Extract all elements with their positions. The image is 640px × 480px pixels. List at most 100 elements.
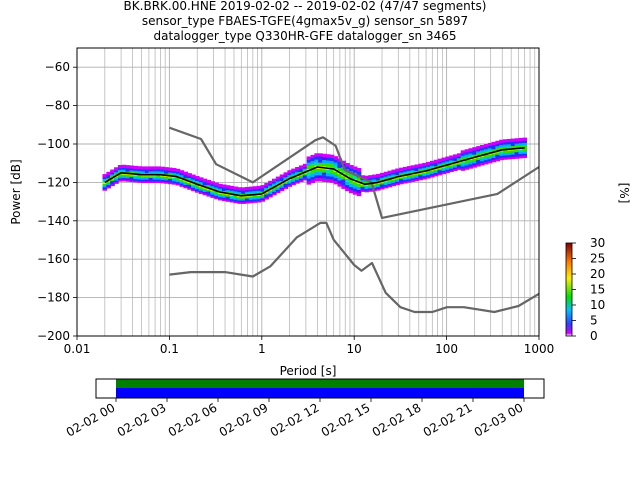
density-cell	[522, 139, 527, 143]
density-cell	[510, 151, 516, 155]
density-cell	[167, 179, 173, 183]
density-cell	[214, 196, 219, 200]
density-cell	[406, 177, 412, 182]
density-cell	[437, 170, 443, 174]
density-cell	[310, 179, 316, 184]
density-cell	[171, 179, 177, 183]
density-cell	[117, 164, 123, 169]
density-cell	[291, 180, 296, 184]
density-cell	[395, 170, 400, 174]
density-cell	[137, 179, 142, 183]
density-cell	[453, 157, 458, 161]
density-cell	[503, 141, 508, 145]
density-cell	[125, 165, 131, 169]
density-cell	[349, 174, 354, 178]
density-cell	[194, 189, 200, 193]
density-cell	[295, 177, 300, 181]
density-cell	[510, 138, 516, 142]
availability-tick-label: 02-02 18	[370, 400, 424, 439]
density-cell	[252, 194, 258, 198]
density-cell	[221, 194, 227, 198]
density-cell	[376, 178, 381, 183]
density-cell	[218, 185, 223, 189]
density-cell	[341, 179, 346, 183]
density-cell	[171, 169, 177, 173]
density-cell	[476, 146, 481, 150]
density-cell	[214, 187, 219, 191]
density-cell	[137, 169, 142, 173]
density-cell	[202, 190, 208, 194]
density-cell	[383, 176, 389, 181]
density-cell	[160, 180, 165, 184]
density-cell	[114, 167, 119, 171]
density-cell	[410, 170, 416, 174]
density-cell	[352, 175, 358, 180]
density-cell	[279, 182, 285, 187]
density-cell	[183, 185, 189, 189]
density-cell	[256, 187, 262, 191]
density-cell	[472, 162, 477, 166]
density-cell	[495, 155, 501, 160]
density-cell	[433, 163, 439, 167]
density-cell	[387, 175, 393, 179]
density-cell	[191, 188, 196, 192]
density-cell	[298, 170, 304, 174]
density-cell	[379, 174, 385, 178]
availability-tick-label: 02-02 21	[421, 400, 475, 439]
density-cell	[356, 189, 362, 194]
density-cell	[210, 184, 215, 188]
density-cell	[376, 173, 381, 178]
density-cell	[106, 171, 111, 176]
density-cell	[187, 174, 192, 179]
density-cell	[283, 173, 289, 178]
density-cell	[252, 196, 258, 200]
density-cell	[445, 159, 450, 164]
density-cell	[275, 188, 281, 192]
density-cell	[468, 148, 474, 152]
density-cell	[426, 175, 431, 179]
density-cell	[198, 180, 204, 184]
density-cell	[229, 187, 235, 191]
density-cell	[241, 200, 246, 204]
density-cell	[314, 156, 319, 160]
density-cell	[187, 186, 192, 190]
density-cell	[183, 176, 189, 180]
density-cell	[349, 168, 354, 172]
density-cell	[360, 180, 366, 184]
density-cell	[376, 177, 381, 181]
density-cell	[206, 181, 212, 185]
density-cell	[395, 171, 400, 176]
density-cell	[302, 163, 308, 168]
density-cell	[418, 168, 423, 172]
density-cell	[503, 145, 508, 149]
density-cell	[333, 174, 339, 179]
density-cell	[298, 165, 304, 169]
density-cell	[329, 154, 335, 158]
density-cell	[437, 160, 443, 164]
density-cell	[160, 170, 165, 174]
density-cell	[379, 184, 385, 188]
density-cell	[495, 158, 501, 162]
density-cell	[372, 179, 377, 183]
density-cell	[402, 166, 408, 171]
density-cell	[514, 155, 520, 159]
density-cell	[503, 154, 508, 158]
density-cell	[275, 190, 281, 194]
density-cell	[518, 142, 524, 146]
density-cell	[410, 168, 416, 172]
density-cell	[279, 179, 285, 183]
density-cell	[283, 184, 289, 188]
density-cell	[256, 197, 262, 201]
density-cell	[245, 197, 250, 201]
density-cell	[121, 174, 127, 179]
density-cell	[137, 167, 142, 172]
density-cell	[322, 160, 327, 164]
density-cell	[137, 177, 142, 182]
density-cell	[206, 183, 212, 187]
density-cell	[252, 189, 258, 193]
density-cell	[410, 165, 416, 169]
density-cell	[480, 157, 485, 162]
density-cell	[476, 150, 481, 154]
density-cell	[399, 181, 404, 185]
